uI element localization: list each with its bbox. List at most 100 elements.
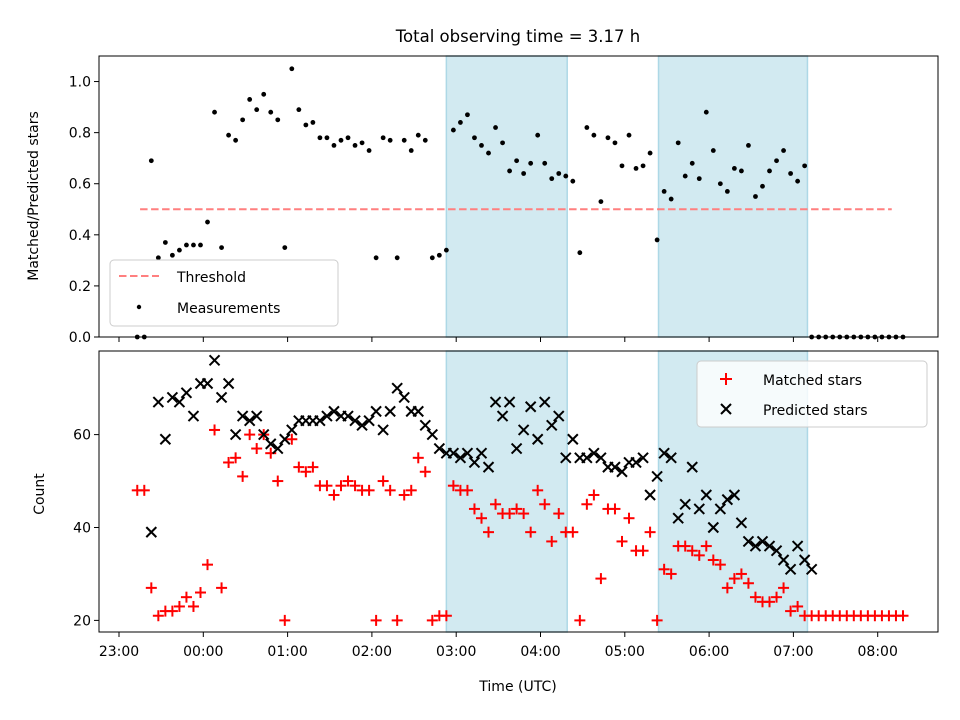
measurement-point [212,109,217,115]
measurement-point [619,163,625,169]
predicted-star-point [398,391,410,404]
matched-star-point [778,582,790,594]
ratio-y-tick-label: 0.4 [69,228,91,244]
measurement-point [802,163,808,169]
matched-star-point [792,600,804,612]
matched-star-point [194,587,206,599]
matched-star-point [447,480,459,492]
matched-star-point [173,600,185,612]
x-tick-label: 05:00 [605,644,645,660]
predicted-star-point [489,396,502,408]
matched-star-point [665,568,677,580]
matched-star-point [483,526,495,538]
predicted-star-point [581,452,593,464]
measurement-point [415,132,421,138]
measurement-point [760,183,765,189]
count-panel-frame [98,350,939,633]
matched-star-point [532,484,544,496]
measurement-point [521,171,527,176]
observing-window-band [445,55,568,338]
count-y-axis-label: Count [32,473,48,515]
predicted-star-point [314,414,326,427]
predicted-star-point [510,442,523,455]
predicted-star-point [588,447,600,459]
matched-star-point [511,503,523,515]
predicted-star-point [524,401,537,413]
measurement-point [717,181,723,187]
matched-star-point [679,540,691,552]
predicted-star-point [468,456,481,469]
matched-star-point [721,582,733,594]
predicted-star-point [152,396,165,408]
x-tick-label: 00:00 [183,644,223,660]
predicted-star-point [728,489,741,501]
measurement-point [465,112,470,118]
matched-star-point [349,480,361,492]
matched-star-point [244,429,256,441]
measurement-point [767,168,772,174]
count-legend: Matched stars Predicted stars [696,360,928,428]
measurement-point [254,107,260,113]
matched-star-point [574,614,586,626]
matched-star-point [230,452,242,464]
predicted-star-point [798,554,811,566]
ratio-y-tick-label: 0.6 [69,177,91,193]
predicted-star-point [215,391,228,404]
predicted-star-point [546,419,558,432]
measurement-point [528,160,534,166]
measurement-point [394,255,400,261]
predicted-star-point [258,428,270,441]
legend-predicted-label: Predicted stars [763,403,868,419]
predicted-star-point [517,424,530,436]
measurement-point [675,140,681,146]
predicted-star-point [229,428,242,441]
predicted-star-point [447,447,460,459]
predicted-star-point [749,540,762,552]
matched-star-point [237,470,249,482]
measurement-point [549,176,555,182]
predicted-star-point [553,410,565,422]
matched-star-point [216,582,228,594]
measurement-point [162,240,168,245]
measurement-point [226,132,231,138]
legend-matched-label: Matched stars [763,373,862,389]
predicted-star-point [412,405,424,418]
matched-star-point [307,461,319,473]
predicted-star-point [560,452,572,464]
x-tick-label: 06:00 [689,644,729,660]
predicted-star-point [454,452,467,464]
matched-star-point [588,489,600,501]
measurement-point [352,143,358,148]
predicted-star-point [349,414,361,427]
matched-star-point [539,498,551,510]
matched-star-point [279,614,291,626]
predicted-star-point [637,452,649,464]
ratio-y-tick-label: 1.0 [69,75,91,91]
measurement-point [233,137,239,143]
measurement-point [184,242,189,248]
ratio-y-tick-label: 0.2 [69,279,91,295]
measurement-point [584,125,590,130]
predicted-star-point [475,447,488,459]
matched-star-point [293,461,305,473]
measurement-point [275,117,281,123]
matched-star-point [321,480,333,492]
matched-star-point [693,549,705,561]
matched-star-point [440,610,452,622]
matched-star-point [771,591,783,603]
measurement-point [247,97,253,102]
measurement-point [661,188,667,194]
legend-threshold-label: Threshold [176,270,246,286]
matched-star-point [265,447,277,459]
measurement-point [535,132,541,138]
measurement-point [387,137,393,143]
measurement-point [429,255,435,261]
matched-star-point [405,484,417,496]
measurement-point [781,148,786,153]
predicted-star-point [391,382,403,394]
measurement-point [366,148,372,153]
x-tick-label: 02:00 [352,644,392,660]
predicted-star-point [672,512,684,524]
predicted-star-point [187,410,200,422]
predicted-star-point [742,535,755,548]
